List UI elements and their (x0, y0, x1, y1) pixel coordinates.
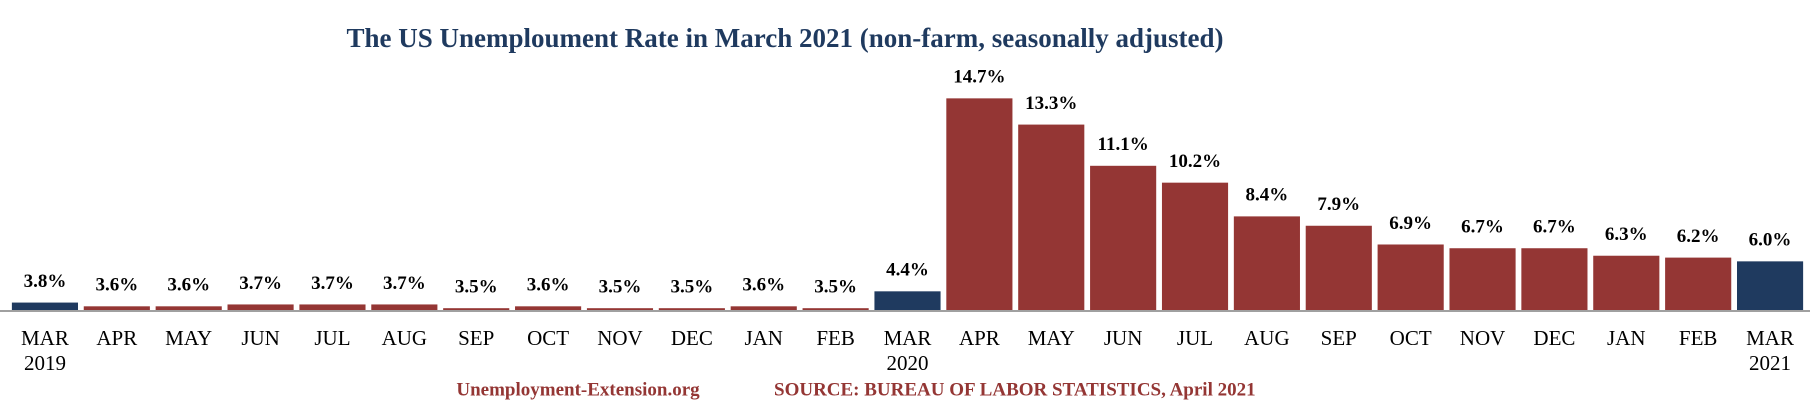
x-tick-label: APR (958, 326, 1000, 350)
bar (371, 304, 438, 311)
value-label: 6.7% (1461, 217, 1504, 238)
x-tick-label: MAR 2019 (21, 326, 69, 375)
bar (155, 306, 222, 311)
value-label: 4.4% (886, 260, 929, 281)
bar (1736, 261, 1804, 311)
value-label: 7.9% (1317, 194, 1360, 215)
bar (1090, 165, 1157, 311)
x-tick-label: OCT (1389, 326, 1432, 350)
x-tick-label: APR (96, 326, 138, 350)
bar (1018, 124, 1085, 311)
chart-title: The US Unemploument Rate in March 2021 (… (346, 23, 1223, 53)
x-tick-label: JUN (1103, 326, 1143, 350)
x-tick-label: DEC (1533, 326, 1576, 350)
x-tick-label: DEC (670, 326, 713, 350)
bar (1305, 225, 1372, 311)
value-label: 10.2% (1169, 151, 1221, 172)
bar (11, 302, 79, 311)
value-label: 6.0% (1749, 230, 1792, 251)
x-tick-label: JUL (314, 326, 351, 350)
bar (83, 306, 150, 311)
value-label: 3.7% (311, 273, 354, 294)
bar (1593, 255, 1660, 311)
footer-source: SOURCE: BUREAU OF LABOR STATISTICS, Apri… (774, 379, 1256, 400)
x-tick-label: OCT (527, 326, 570, 350)
value-label: 3.7% (383, 273, 426, 294)
value-label: 6.2% (1677, 226, 1720, 247)
value-label: 3.5% (670, 277, 713, 298)
x-tick-label: MAR 2020 (883, 326, 932, 375)
bar (1377, 244, 1444, 311)
value-label: 3.6% (167, 275, 210, 296)
bar (946, 98, 1013, 311)
x-tick-label: MAY (1027, 326, 1075, 350)
x-tick-label: FEB (816, 326, 855, 350)
x-tick-label: JUL (1176, 326, 1214, 350)
x-tick-label: MAR 2021 (1746, 326, 1794, 375)
value-label: 3.5% (599, 277, 642, 298)
x-tick-label: MAY (165, 326, 213, 350)
value-label: 11.1% (1098, 134, 1149, 155)
bar (1161, 182, 1229, 311)
x-tick-label: NOV (597, 326, 643, 350)
bar (802, 308, 869, 311)
x-tick-label: NOV (1459, 326, 1506, 350)
x-tick-label: JAN (1607, 326, 1646, 350)
x-tick-label: FEB (1678, 326, 1718, 350)
bar (586, 308, 654, 311)
bar (299, 304, 366, 311)
value-label: 3.8% (24, 271, 67, 292)
value-label: 3.6% (527, 275, 570, 296)
bar (658, 308, 725, 311)
value-label: 6.9% (1389, 213, 1432, 234)
value-label: 3.5% (814, 277, 857, 298)
bar (1665, 257, 1732, 311)
bar (730, 306, 797, 311)
x-tick-label: AUG (1244, 326, 1290, 350)
bar (443, 308, 510, 311)
x-tick-label: JAN (744, 326, 783, 350)
x-tick-label: SEP (458, 326, 495, 350)
x-tick-label: SEP (1320, 326, 1357, 350)
footer-site: Unemployment-Extension.org (456, 379, 700, 400)
bar (227, 304, 294, 311)
bar (874, 291, 941, 311)
value-label: 3.6% (742, 275, 785, 296)
value-label: 6.7% (1533, 217, 1576, 238)
bar (1449, 248, 1516, 311)
value-label: 3.7% (239, 273, 282, 294)
bar (515, 306, 582, 311)
value-label: 3.5% (455, 277, 498, 298)
value-label: 8.4% (1246, 185, 1289, 206)
x-tick-label: AUG (381, 326, 428, 350)
bar (1233, 216, 1300, 311)
bar (1521, 248, 1588, 311)
value-label: 6.3% (1605, 224, 1648, 245)
value-label: 13.3% (1025, 93, 1077, 114)
value-label: 14.7% (953, 67, 1005, 88)
value-label: 3.6% (95, 275, 138, 296)
x-tick-label: JUN (241, 326, 280, 350)
